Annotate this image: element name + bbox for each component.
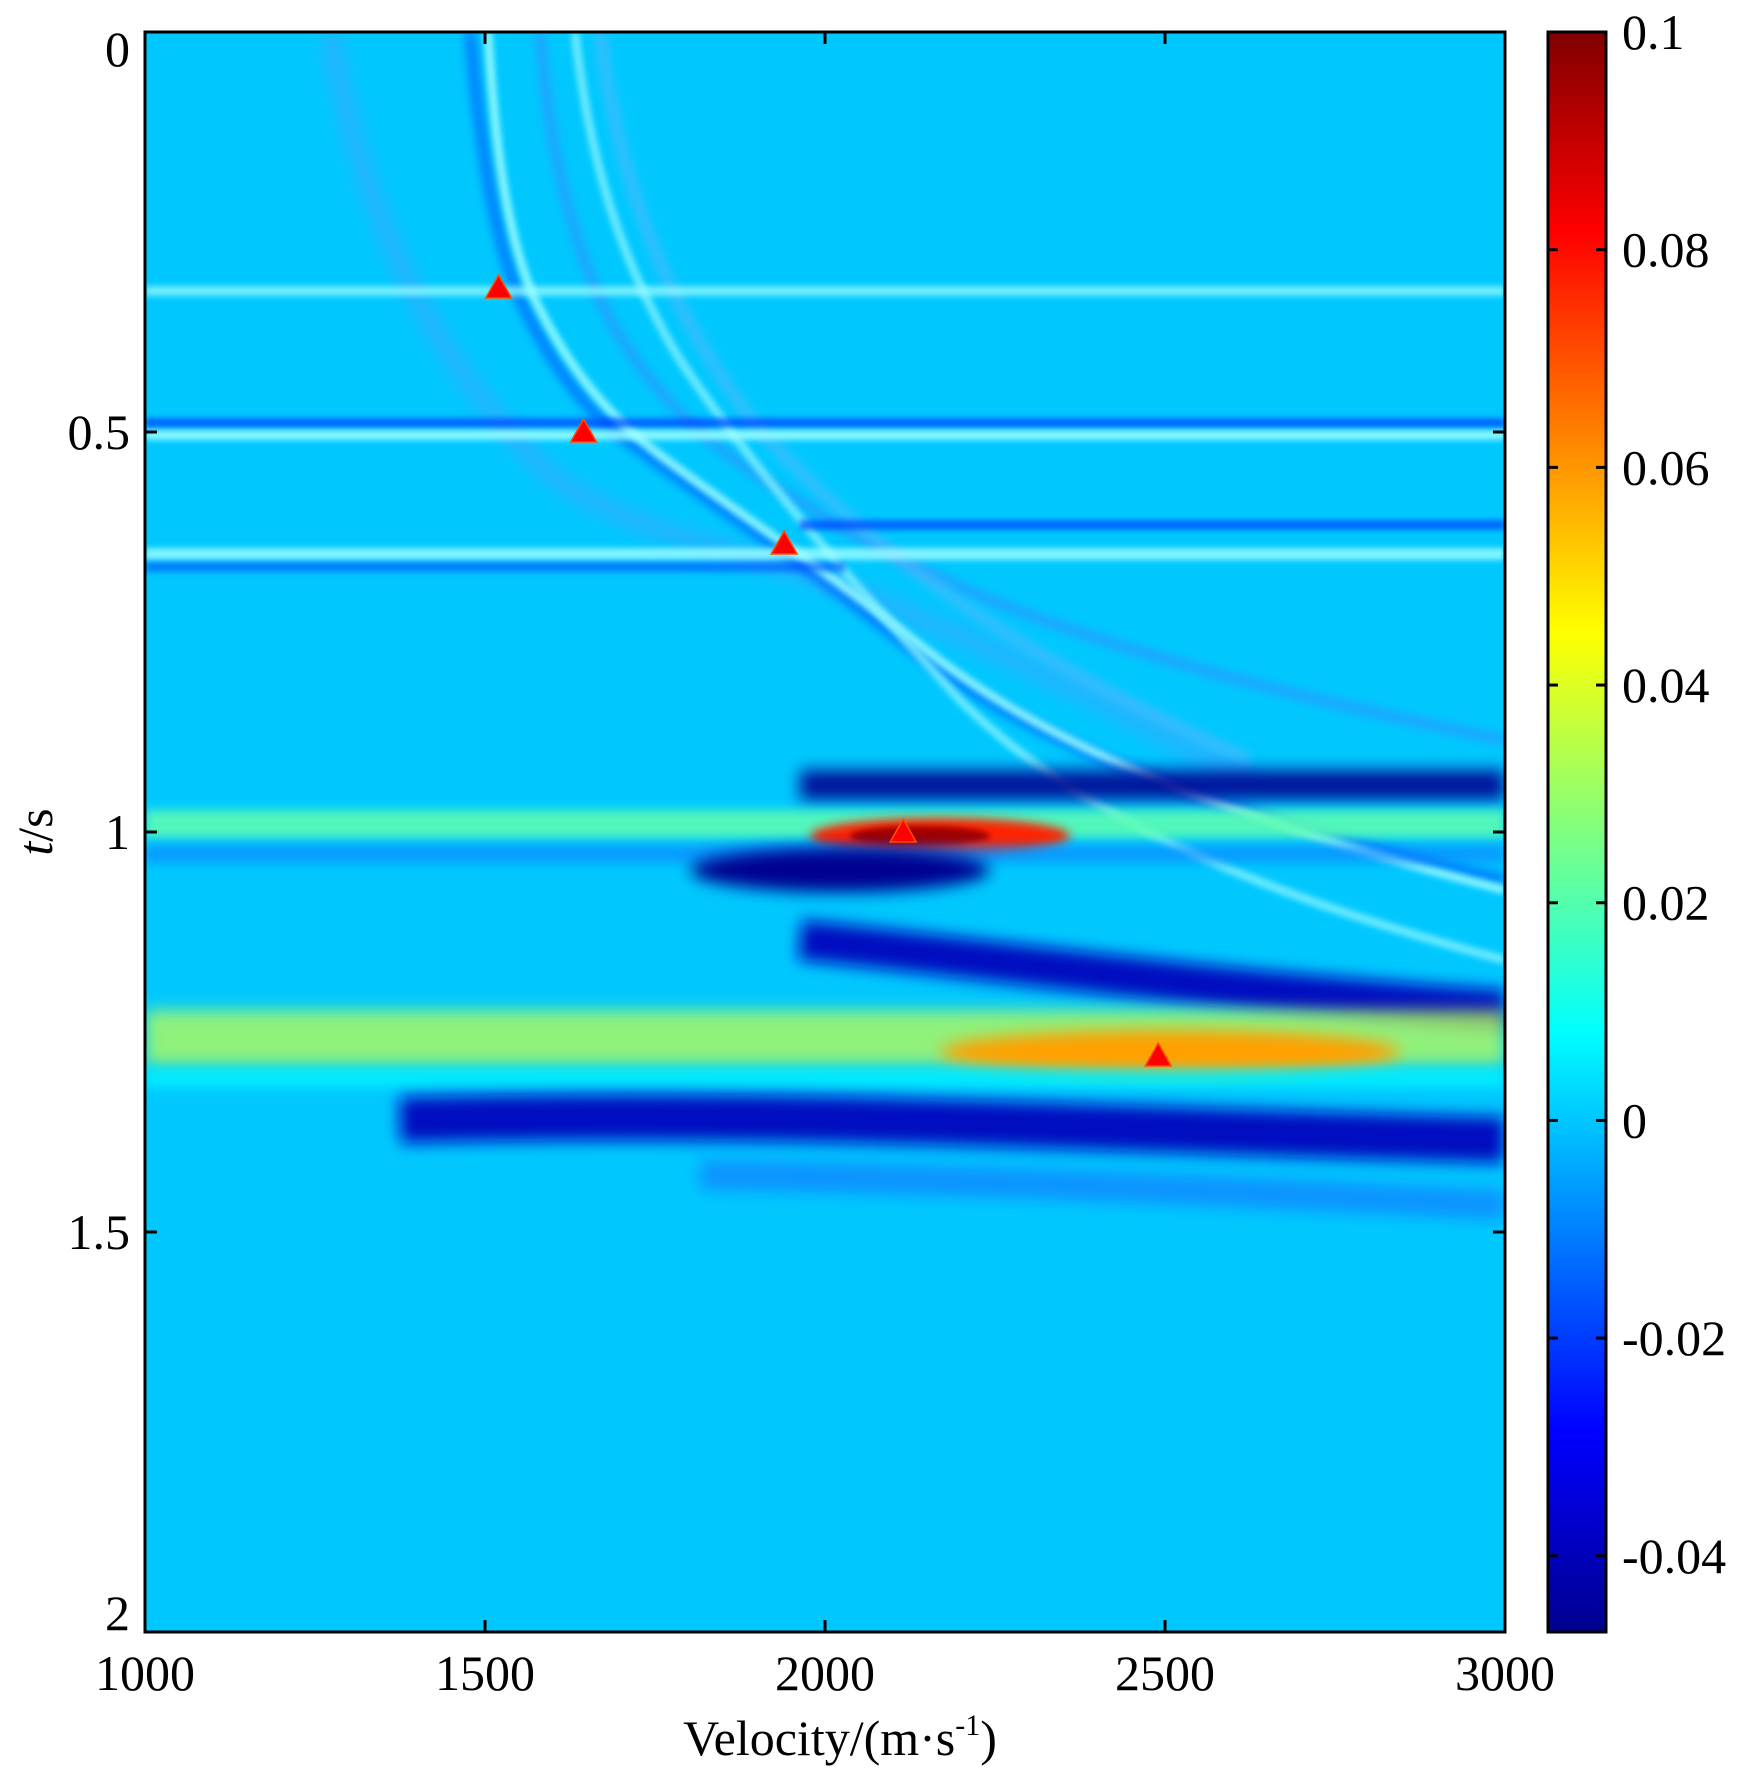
colorbar-tick-label: 0	[1622, 1092, 1647, 1148]
picked-point-marker	[888, 817, 918, 843]
streak-curve	[319, 32, 1256, 790]
event-band	[145, 562, 845, 572]
x-tick-label: 1500	[435, 1645, 535, 1701]
x-tick-label: 3000	[1455, 1645, 1555, 1701]
picked-point-marker	[769, 529, 799, 555]
x-axis-label: Velocity/(m·s-1)	[683, 1709, 997, 1766]
x-tick-label: 1000	[95, 1645, 195, 1701]
colorbar-tick-label: -0.04	[1622, 1528, 1726, 1584]
event-trough	[690, 848, 990, 892]
colorbar-tick-label: 0.1	[1622, 4, 1685, 60]
event-band	[145, 430, 1505, 440]
event-trough	[798, 920, 1505, 1030]
event-band	[145, 1068, 1505, 1088]
event-peak	[850, 826, 990, 846]
colorbar-tick-label: -0.02	[1622, 1310, 1726, 1366]
y-axis-label: t/s	[7, 808, 63, 855]
y-tick-label: 0	[105, 21, 130, 77]
y-tick-label: 0.5	[68, 404, 131, 460]
event-peak	[940, 1030, 1400, 1074]
colorbar-tick-label: 0.08	[1622, 222, 1710, 278]
streak-curve	[483, 32, 1505, 895]
event-band	[800, 520, 1505, 530]
y-tick-label: 2	[105, 1585, 130, 1641]
streak-curve	[535, 32, 1505, 745]
picked-point-marker	[484, 273, 513, 299]
event-band	[145, 548, 1505, 560]
picked-point-marker	[569, 417, 598, 443]
streak-curve	[594, 32, 1253, 766]
colorbar-tick-label: 0.02	[1622, 875, 1710, 931]
event-trough	[699, 1160, 1505, 1220]
colorbar-tick-label: 0.06	[1622, 439, 1710, 495]
x-tick-label: 2000	[775, 1645, 875, 1701]
y-tick-label: 1	[105, 804, 130, 860]
heatmap-plot-area	[145, 32, 1505, 1632]
event-trough	[399, 1094, 1505, 1163]
picked-point-marker	[1143, 1041, 1173, 1067]
y-axis-ticks: 0 0.5 1 1.5 2	[68, 21, 1505, 1641]
colorbar-frame	[1546, 30, 1608, 1634]
colorbar-ticks: 0.1 0.08 0.06 0.04 0.02 0 -0.02 -0.04	[1548, 4, 1726, 1584]
x-axis-ticks: 1000 1500 2000 2500 3000	[95, 32, 1555, 1701]
event-band	[145, 418, 1505, 428]
colorbar-gradient	[1548, 32, 1606, 1632]
event-band	[145, 286, 1505, 296]
picked-points-layer	[484, 273, 1173, 1067]
y-tick-label: 1.5	[68, 1204, 131, 1260]
colorbar-tick-label: 0.04	[1622, 657, 1710, 713]
x-tick-label: 2500	[1115, 1645, 1215, 1701]
event-band	[800, 770, 1505, 800]
